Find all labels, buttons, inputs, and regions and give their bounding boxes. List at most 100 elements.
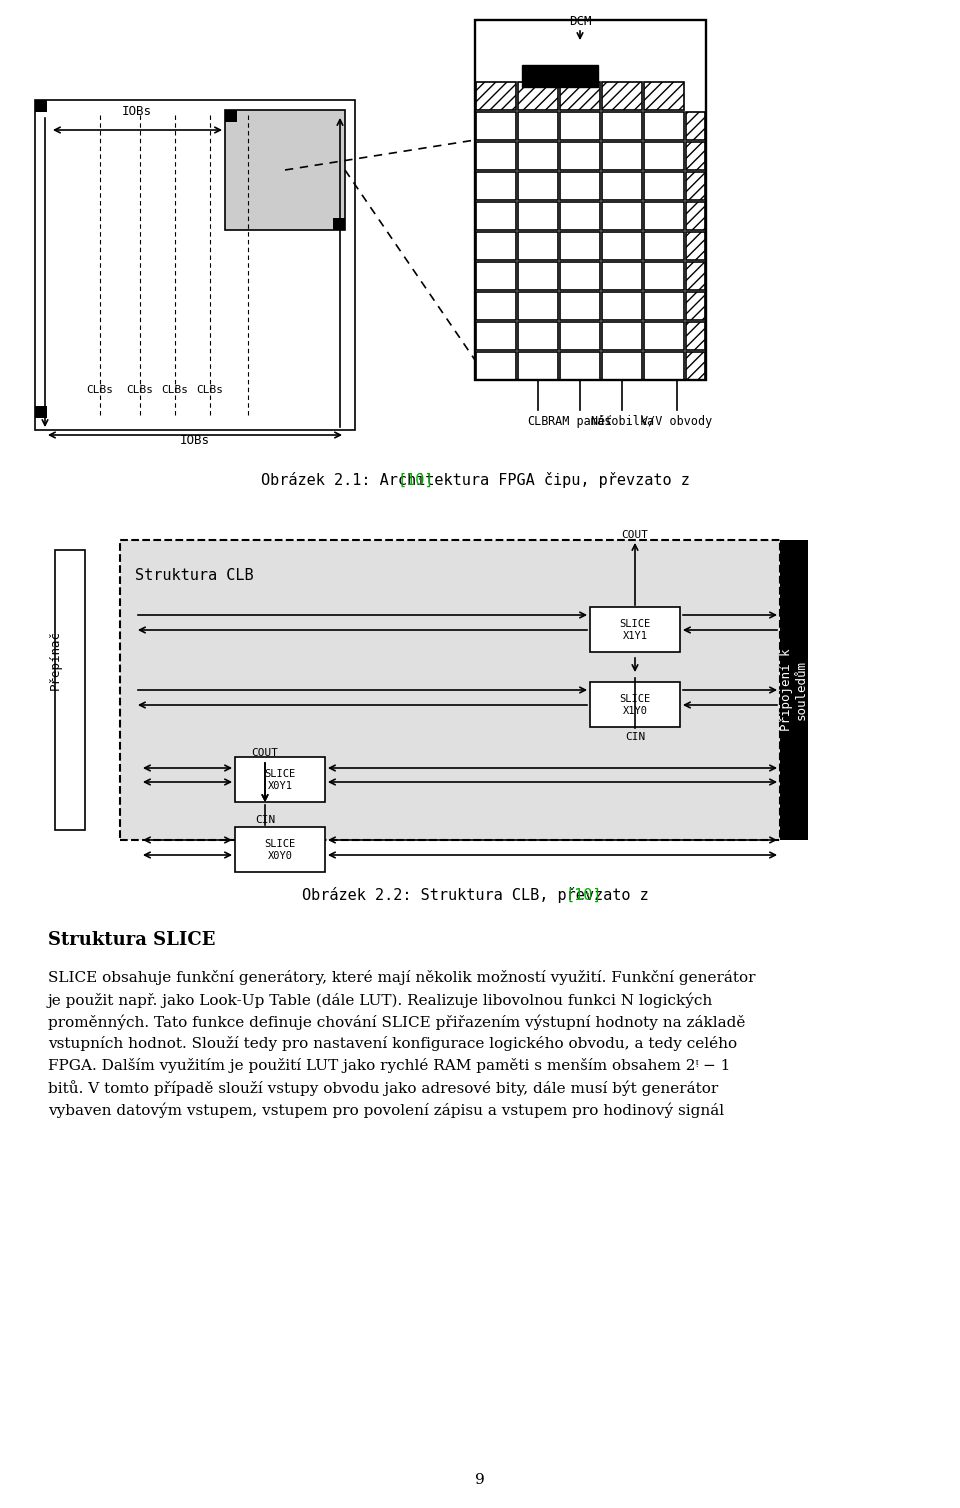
Bar xyxy=(644,262,684,290)
Text: IOBs: IOBs xyxy=(180,434,210,446)
Text: Struktura CLB: Struktura CLB xyxy=(135,567,253,582)
Bar xyxy=(476,293,516,320)
Bar xyxy=(602,81,642,110)
Bar xyxy=(686,323,705,350)
Bar xyxy=(518,323,558,350)
Bar xyxy=(780,540,808,840)
Bar xyxy=(476,323,516,350)
Text: CLB: CLB xyxy=(527,415,549,428)
Bar xyxy=(518,81,558,110)
Text: RAM paměť: RAM paměť xyxy=(548,415,612,428)
Bar xyxy=(686,232,705,259)
Bar xyxy=(120,540,780,840)
Bar xyxy=(475,20,706,380)
Bar xyxy=(476,232,516,259)
Bar xyxy=(644,202,684,231)
Bar xyxy=(518,351,558,380)
Bar xyxy=(225,110,237,122)
Text: IOBs: IOBs xyxy=(122,106,152,118)
Text: COUT: COUT xyxy=(621,529,649,540)
Bar xyxy=(644,112,684,140)
Bar xyxy=(235,757,325,802)
Text: SLICE
X0Y0: SLICE X0Y0 xyxy=(264,838,296,861)
Bar xyxy=(644,81,684,110)
Bar xyxy=(120,540,780,840)
Bar xyxy=(686,172,705,201)
Bar xyxy=(686,293,705,320)
Bar xyxy=(560,323,600,350)
Bar xyxy=(522,65,598,87)
Bar xyxy=(602,232,642,259)
Bar xyxy=(235,826,325,872)
Text: Přepínač: Přepínač xyxy=(49,630,61,691)
Bar xyxy=(518,232,558,259)
Text: Obrázek 2.2: Struktura CLB, převzato z: Obrázek 2.2: Struktura CLB, převzato z xyxy=(302,887,658,903)
Bar xyxy=(560,262,600,290)
Bar xyxy=(686,351,705,380)
Text: [10]: [10] xyxy=(397,472,434,487)
Text: [10]: [10] xyxy=(565,888,602,902)
Text: SLICE
X1Y1: SLICE X1Y1 xyxy=(619,620,651,641)
Bar xyxy=(560,202,600,231)
Text: V/V obvody: V/V obvody xyxy=(641,415,712,428)
Text: vstupních hodnot. Slouží tedy pro nastavení konfigurace logického obvodu, a tedy: vstupních hodnot. Slouží tedy pro nastav… xyxy=(48,1036,737,1051)
Text: SLICE obsahuje funkční generátory, které mají několik možností využití. Funkční : SLICE obsahuje funkční generátory, které… xyxy=(48,970,756,985)
Bar xyxy=(686,112,705,140)
Text: CIN: CIN xyxy=(625,731,645,742)
Text: 9: 9 xyxy=(475,1473,485,1487)
Bar xyxy=(602,112,642,140)
Bar xyxy=(518,142,558,170)
Bar xyxy=(55,550,85,829)
Bar xyxy=(560,293,600,320)
Bar xyxy=(686,262,705,290)
Bar xyxy=(560,142,600,170)
Bar xyxy=(602,202,642,231)
Bar xyxy=(590,682,680,727)
Bar xyxy=(560,232,600,259)
Bar xyxy=(602,323,642,350)
Bar xyxy=(602,293,642,320)
Text: Násobilka: Násobilka xyxy=(590,415,654,428)
Bar xyxy=(518,293,558,320)
Bar xyxy=(333,219,345,231)
Text: Připojení k
souledům: Připojení k souledům xyxy=(780,648,808,731)
Bar xyxy=(560,172,600,201)
Bar xyxy=(644,142,684,170)
Bar xyxy=(560,112,600,140)
Bar xyxy=(476,262,516,290)
Bar xyxy=(518,172,558,201)
Text: CLBs: CLBs xyxy=(197,385,224,395)
Bar xyxy=(35,406,47,418)
Text: je použit např. jako Look-Up Table (dále LUT). Realizuje libovolnou funkci N log: je použit např. jako Look-Up Table (dále… xyxy=(48,992,713,1007)
Bar xyxy=(560,81,600,110)
Bar xyxy=(560,351,600,380)
Bar xyxy=(225,110,345,231)
Bar xyxy=(518,262,558,290)
Text: CLBs: CLBs xyxy=(127,385,154,395)
Bar xyxy=(644,293,684,320)
Bar xyxy=(518,202,558,231)
Bar xyxy=(476,112,516,140)
Bar xyxy=(602,172,642,201)
Bar xyxy=(476,351,516,380)
Bar xyxy=(602,262,642,290)
Text: Struktura SLICE: Struktura SLICE xyxy=(48,930,215,949)
Text: FPGA. Dalším využitím je použití LUT jako rychlé RAM paměti s menším obsahem 2ᵎ : FPGA. Dalším využitím je použití LUT jak… xyxy=(48,1059,731,1074)
Bar xyxy=(476,142,516,170)
Text: COUT: COUT xyxy=(252,748,278,759)
Bar xyxy=(476,202,516,231)
Text: bitů. V tomto případě slouží vstupy obvodu jako adresové bity, dále musí být gen: bitů. V tomto případě slouží vstupy obvo… xyxy=(48,1080,718,1096)
Text: CLBs: CLBs xyxy=(86,385,113,395)
Bar xyxy=(590,608,680,651)
Bar xyxy=(602,351,642,380)
Bar xyxy=(476,81,516,110)
Bar xyxy=(644,351,684,380)
Text: vybaven datovým vstupem, vstupem pro povolení zápisu a vstupem pro hodinový sign: vybaven datovým vstupem, vstupem pro pov… xyxy=(48,1102,724,1117)
Text: CLBs: CLBs xyxy=(161,385,188,395)
Bar xyxy=(686,142,705,170)
Bar xyxy=(476,172,516,201)
Bar xyxy=(686,202,705,231)
Text: proměnných. Tato funkce definuje chování SLICE přiřazením výstupní hodnoty na zá: proměnných. Tato funkce definuje chování… xyxy=(48,1013,745,1030)
Bar xyxy=(35,100,47,112)
Text: SLICE
X1Y0: SLICE X1Y0 xyxy=(619,694,651,716)
